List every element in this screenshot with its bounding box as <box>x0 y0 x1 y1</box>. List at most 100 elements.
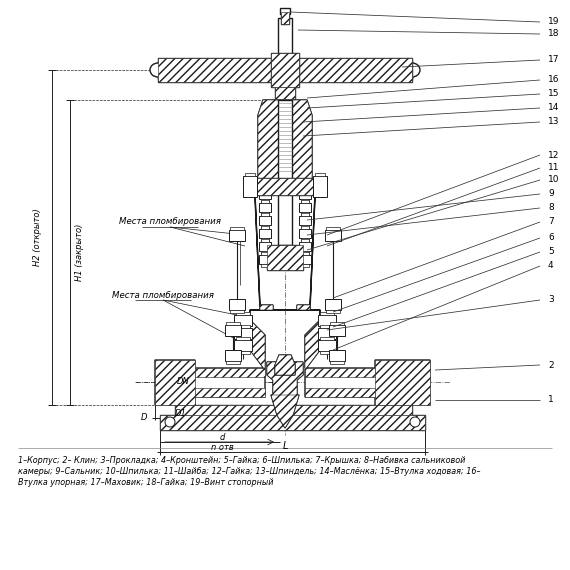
Text: Места пломбирования: Места пломбирования <box>119 218 221 226</box>
Polygon shape <box>305 310 320 370</box>
Bar <box>301 213 309 216</box>
Bar <box>299 242 311 251</box>
Text: 12: 12 <box>548 150 559 160</box>
Text: D1: D1 <box>175 409 187 417</box>
Bar <box>259 216 271 225</box>
Polygon shape <box>247 185 273 310</box>
Bar <box>320 326 334 329</box>
Bar <box>278 185 292 245</box>
Circle shape <box>410 417 420 427</box>
Polygon shape <box>250 310 265 370</box>
Bar <box>280 8 290 14</box>
Bar <box>299 190 311 199</box>
Bar <box>230 227 244 230</box>
Polygon shape <box>160 405 425 430</box>
Text: H2 (открыто): H2 (открыто) <box>34 208 43 266</box>
Bar <box>261 225 269 228</box>
Polygon shape <box>275 355 295 375</box>
Bar <box>271 53 299 87</box>
Bar <box>257 178 313 195</box>
Text: 17: 17 <box>548 55 560 64</box>
Polygon shape <box>275 355 295 375</box>
Bar <box>226 322 240 325</box>
Bar <box>267 245 303 270</box>
Bar <box>299 216 311 225</box>
Bar <box>315 173 325 176</box>
Polygon shape <box>267 362 303 412</box>
Bar <box>229 230 245 241</box>
Bar <box>245 173 255 176</box>
Text: n отв: n отв <box>211 442 233 451</box>
Bar <box>299 229 311 238</box>
Bar <box>261 200 269 203</box>
Bar <box>301 251 309 254</box>
Bar <box>278 18 292 87</box>
Text: D: D <box>140 413 147 422</box>
Polygon shape <box>155 360 195 405</box>
Bar <box>259 229 271 238</box>
Polygon shape <box>305 388 375 397</box>
Bar <box>313 176 327 197</box>
Bar <box>236 325 250 328</box>
Text: 4: 4 <box>548 262 553 271</box>
Bar <box>261 199 269 202</box>
Bar <box>318 315 336 326</box>
Bar <box>318 328 336 339</box>
Polygon shape <box>258 100 312 185</box>
Text: Втулка упорная; 17–Маховик; 18–Гайка; 19–Винт стопорный: Втулка упорная; 17–Маховик; 18–Гайка; 19… <box>18 478 274 487</box>
Text: камеры; 9–Сальник; 10–Шпилька; 11–Шайба; 12–Гайка; 13–Шпиндель; 14–Маслёнка; 15–: камеры; 9–Сальник; 10–Шпилька; 11–Шайба;… <box>18 467 481 476</box>
Bar <box>236 326 250 329</box>
Bar <box>225 325 241 336</box>
Polygon shape <box>247 185 273 310</box>
Bar <box>301 187 309 190</box>
Bar <box>234 315 252 326</box>
Circle shape <box>165 417 175 427</box>
Bar <box>261 212 269 215</box>
Bar <box>326 310 340 313</box>
Text: 13: 13 <box>548 117 560 127</box>
Bar <box>320 351 334 354</box>
Polygon shape <box>271 53 299 87</box>
Bar <box>301 264 309 267</box>
Polygon shape <box>305 368 375 377</box>
Bar <box>234 328 252 339</box>
Bar <box>299 203 311 212</box>
Bar <box>301 252 309 255</box>
Bar <box>301 200 309 203</box>
Ellipse shape <box>150 63 166 77</box>
Polygon shape <box>267 362 303 412</box>
Polygon shape <box>155 310 430 405</box>
Bar <box>261 213 269 216</box>
Bar <box>225 350 241 361</box>
Bar <box>278 100 292 185</box>
Text: 16: 16 <box>548 75 560 84</box>
Bar <box>236 351 250 354</box>
Text: 6: 6 <box>548 234 553 242</box>
Text: 3: 3 <box>548 295 553 304</box>
Polygon shape <box>271 395 299 428</box>
Text: 1: 1 <box>548 396 553 405</box>
Bar <box>261 251 269 254</box>
Bar <box>261 252 269 255</box>
Bar <box>259 203 271 212</box>
Bar <box>301 239 309 242</box>
Text: 19: 19 <box>548 18 560 26</box>
Bar <box>226 361 240 364</box>
Polygon shape <box>297 185 323 310</box>
Bar <box>259 242 271 251</box>
Text: L: L <box>282 441 288 451</box>
Bar <box>318 340 336 351</box>
Text: 11: 11 <box>548 164 560 173</box>
Polygon shape <box>267 245 303 270</box>
Bar <box>299 255 311 264</box>
Bar <box>301 225 309 228</box>
Bar <box>236 339 250 342</box>
Bar <box>330 322 344 325</box>
Bar <box>236 312 250 315</box>
Bar <box>320 312 334 315</box>
Polygon shape <box>395 61 412 79</box>
Bar <box>230 310 244 313</box>
Bar <box>236 337 250 340</box>
Bar <box>301 199 309 202</box>
Bar <box>229 299 245 310</box>
